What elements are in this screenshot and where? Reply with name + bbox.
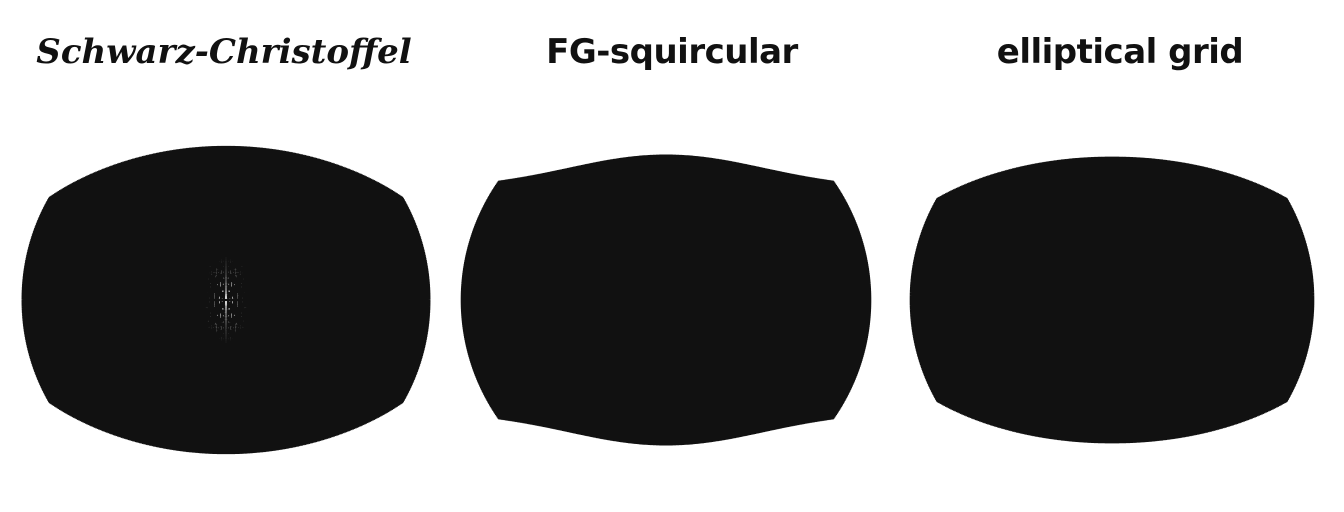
h-tree-path — [23, 147, 430, 453]
h-tree-disc-elliptical-grid — [896, 0, 1344, 512]
h-tree-path — [911, 158, 1313, 443]
h-tree-disc-fg-squircular — [448, 0, 896, 512]
h-tree-path — [462, 156, 870, 445]
panel-fg-squircular: FG-squircular — [448, 0, 896, 512]
panel-schwarz-christoffel: Schwarz-Christoffel — [0, 0, 448, 512]
panel-elliptical-grid: elliptical grid — [896, 0, 1344, 512]
h-tree-disc-schwarz-christoffel — [0, 0, 448, 512]
